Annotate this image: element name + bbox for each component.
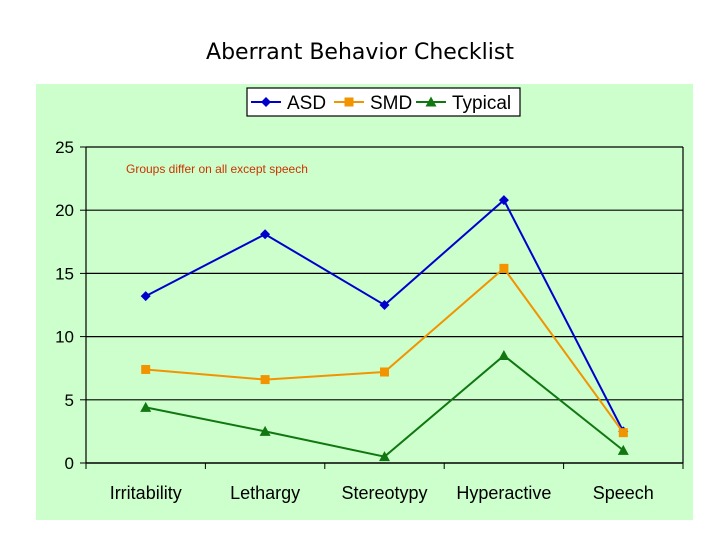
series-asd (140, 195, 629, 437)
y-tick-label: 5 (65, 391, 74, 410)
legend-label: Typical (452, 93, 511, 114)
legend: ASD SMD Typical (246, 87, 521, 117)
chart-background (36, 84, 693, 520)
x-tick-label: Stereotypy (341, 483, 427, 503)
legend-marker (425, 96, 437, 107)
x-tick-label: Hyperactive (456, 483, 551, 503)
x-tick-label: Speech (593, 483, 654, 503)
data-point (259, 425, 271, 436)
x-axis-ticks: Irritability Lethargy Stereotypy Hyperactiv… (85, 463, 684, 503)
data-point (498, 195, 509, 206)
data-point (379, 300, 390, 310)
y-tick-label: 20 (55, 201, 74, 220)
data-point (379, 451, 390, 462)
data-point (140, 291, 151, 302)
data-point (617, 444, 629, 455)
data-point (260, 375, 270, 385)
data-point (260, 229, 271, 240)
line-chart: 0 5 10 15 20 25 Irritability Lethargy Stereotyp… (36, 84, 693, 520)
legend-label: SMD (370, 93, 412, 114)
legend-marker (261, 97, 271, 107)
y-tick-label: 0 (65, 454, 74, 473)
axes (85, 147, 684, 464)
data-point (498, 350, 510, 361)
y-axis-ticks: 0 5 10 15 20 25 (55, 138, 86, 473)
series-typical (140, 350, 629, 462)
legend-label: ASD (287, 93, 326, 114)
series-group (140, 195, 629, 462)
y-tick-label: 25 (55, 138, 74, 157)
data-point (618, 428, 628, 438)
chart-area: 0 5 10 15 20 25 Irritability Lethargy Stereotyp… (36, 84, 693, 520)
data-point (141, 364, 151, 374)
slide-title: Aberrant Behavior Checklist (206, 40, 514, 65)
grid-lines (86, 146, 683, 401)
legend-marker (344, 97, 354, 107)
y-tick-label: 10 (55, 328, 74, 347)
x-tick-label: Irritability (110, 483, 182, 503)
y-tick-label: 15 (55, 264, 74, 283)
chart-annotation: Groups differ on all except speech (126, 162, 308, 176)
data-point (140, 401, 152, 412)
legend-box (246, 87, 521, 117)
series-smd (141, 263, 628, 438)
data-point (499, 263, 509, 273)
data-point (380, 367, 389, 377)
x-tick-label: Lethargy (230, 483, 300, 503)
